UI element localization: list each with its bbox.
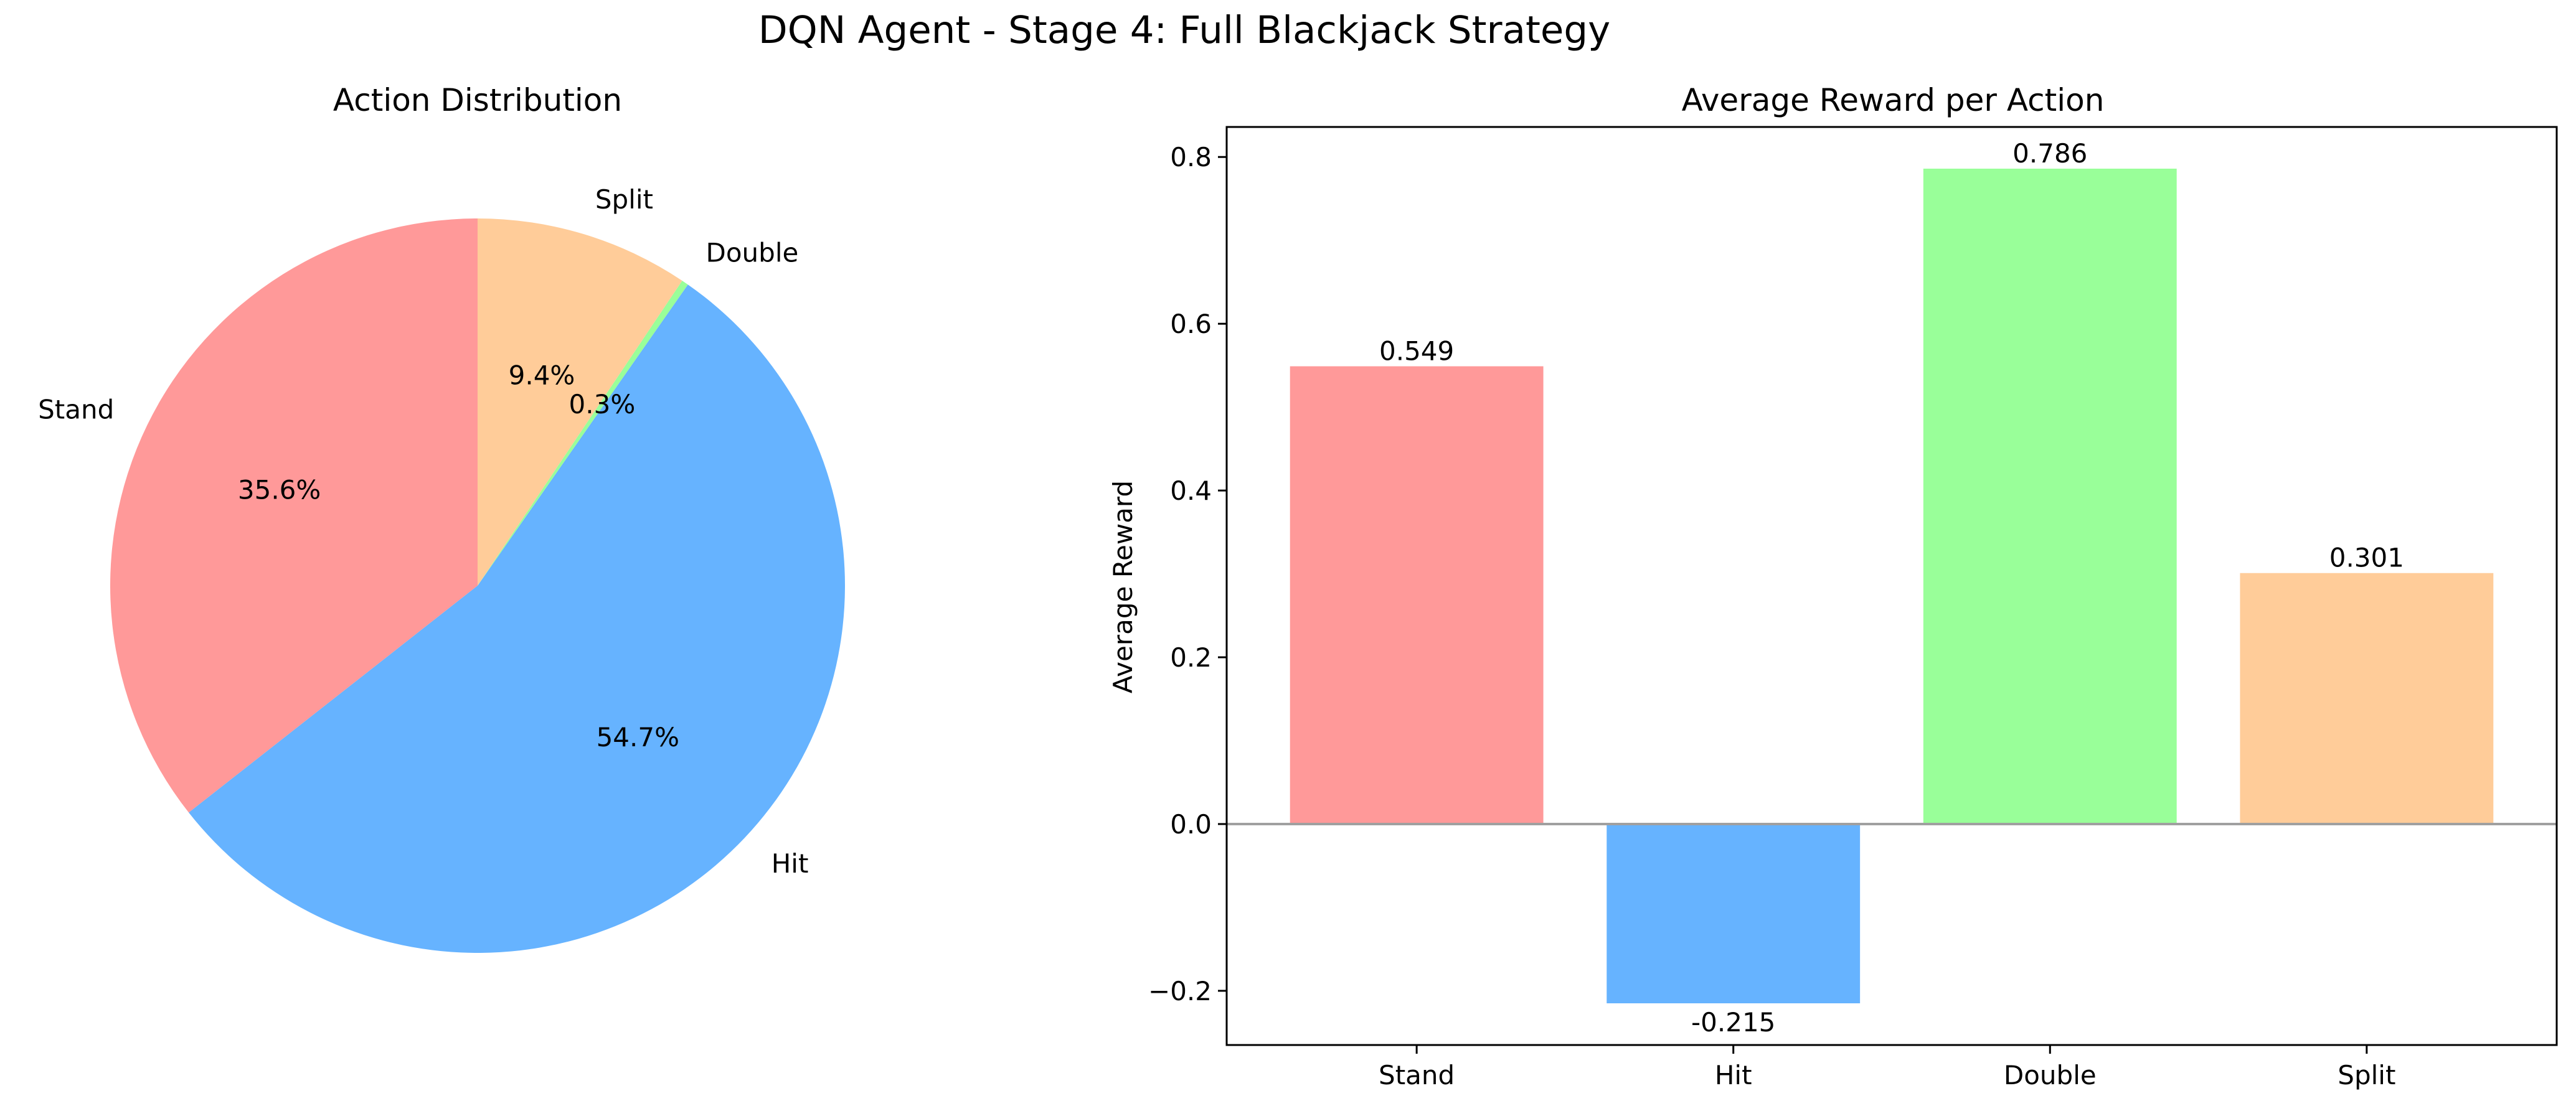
pie-pct-stand: 35.6%	[238, 474, 321, 505]
y-tick-label: 0.2	[1170, 642, 1212, 673]
y-ticks: −0.2 0.0 0.2 0.4 0.6 0.8	[1148, 142, 1227, 1006]
figure-title: DQN Agent - Stage 4: Full Blackjack Stra…	[758, 8, 1610, 52]
pie-pct-hit: 54.7%	[597, 722, 679, 752]
bar-split	[2240, 573, 2494, 824]
pie-label-split: Split	[595, 184, 653, 215]
y-axis-label: Average Reward	[1108, 480, 1138, 693]
bar-value-label-stand: 0.549	[1379, 335, 1454, 366]
y-tick-label: −0.2	[1148, 976, 1212, 1006]
x-ticks: Stand Hit Double Split	[1379, 1045, 2395, 1090]
y-tick-label: 0.8	[1170, 142, 1212, 172]
y-tick-label: 0.0	[1170, 809, 1212, 840]
bar-value-label-split: 0.301	[2329, 543, 2404, 573]
pie-chart-title: Action Distribution	[333, 82, 622, 118]
pie-label-double: Double	[706, 237, 799, 268]
pie-label-hit: Hit	[771, 848, 809, 879]
bar-chart: Average Reward per Action Average Reward…	[1108, 82, 2558, 1090]
bar-chart-title: Average Reward per Action	[1682, 82, 2105, 118]
x-tick-label-stand: Stand	[1379, 1060, 1455, 1090]
pie-chart: Action Distribution Stand 35.6% Hit 54.7% Do…	[38, 82, 846, 954]
pie-label-stand: Stand	[38, 394, 114, 424]
bar-stand	[1290, 366, 1544, 824]
pie-slice-hit	[189, 284, 846, 954]
pie-labels: Stand 35.6% Hit 54.7% Double 0.3% Split 9.4%	[38, 184, 808, 879]
pie-slices	[110, 218, 846, 954]
pie-slice-split	[478, 218, 682, 586]
bar-value-label-hit: -0.215	[1691, 1007, 1775, 1038]
pie-pct-split: 9.4%	[509, 360, 575, 390]
pie-slice-double	[478, 280, 688, 586]
bar-marks: 0.549 -0.215 0.786 0.301	[1227, 138, 2557, 1038]
bar-hit	[1606, 823, 1861, 1004]
x-tick-label-split: Split	[2338, 1060, 2395, 1090]
y-tick-label: 0.4	[1170, 476, 1212, 506]
x-tick-label-double: Double	[2004, 1060, 2097, 1090]
x-tick-label-hit: Hit	[1715, 1060, 1752, 1090]
bar-axes-frame	[1225, 126, 2558, 1046]
bar-double	[1923, 168, 2177, 824]
bar-value-label-double: 0.786	[2012, 138, 2087, 169]
pie-slice-stand	[110, 218, 478, 813]
pie-pct-double: 0.3%	[569, 389, 636, 419]
y-tick-label: 0.6	[1170, 309, 1212, 339]
